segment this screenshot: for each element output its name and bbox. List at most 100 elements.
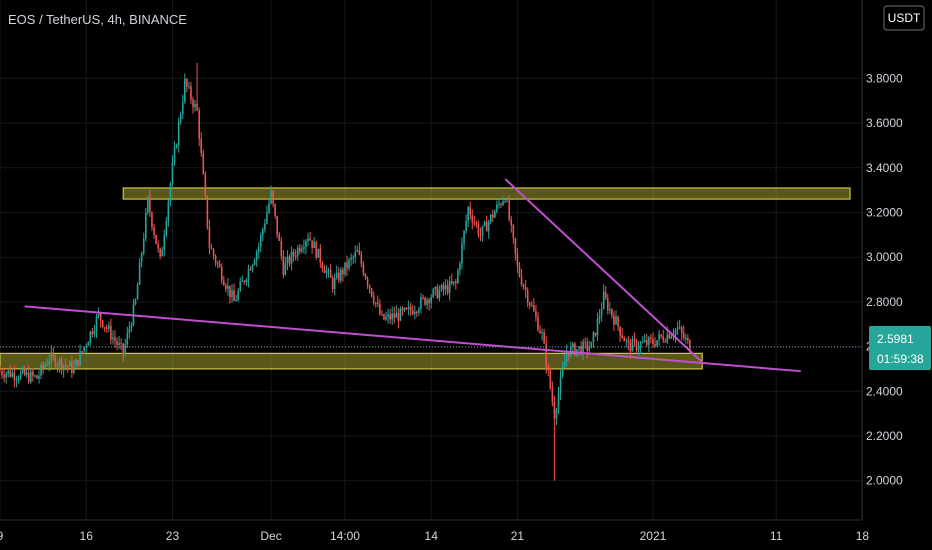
candle-body	[518, 265, 521, 276]
x-tick-label: 9	[0, 529, 4, 543]
candle-body	[335, 272, 338, 278]
candle-body	[190, 86, 192, 100]
candle-body	[543, 332, 545, 344]
y-tick-label: 2.2000	[866, 429, 903, 443]
candle-body	[301, 248, 303, 252]
candle-body	[46, 364, 49, 366]
candle-body	[50, 352, 53, 361]
candle-body	[325, 270, 328, 274]
support-trendline[interactable]	[24, 305, 801, 373]
candle-body	[38, 375, 40, 379]
candle-body	[206, 196, 209, 228]
candle-body	[126, 332, 129, 345]
candle-body	[487, 221, 490, 232]
candle-body	[161, 249, 164, 257]
candle-body	[235, 299, 237, 301]
candle-body	[668, 334, 671, 339]
candle-body	[69, 361, 71, 367]
resistance-zone[interactable]	[122, 187, 851, 200]
candle-body	[85, 345, 88, 347]
candle-body	[563, 361, 566, 368]
candle-body	[200, 139, 203, 154]
candle-body	[259, 235, 262, 247]
price-axis[interactable]: 2.00002.20002.40002.60002.80003.00003.20…	[861, 0, 903, 520]
candle-body	[674, 329, 677, 336]
currency-button[interactable]: USDT	[883, 5, 925, 31]
candle-body	[623, 337, 626, 342]
candle-body	[288, 256, 291, 264]
candle-body	[56, 365, 59, 367]
candle-body	[218, 263, 221, 268]
candle-body	[262, 229, 264, 236]
candle-body	[403, 308, 406, 311]
currency-button-frame[interactable]	[883, 5, 925, 31]
candle-body	[389, 314, 391, 320]
candle-body	[654, 343, 656, 346]
candle-body	[296, 247, 299, 257]
y-tick-label: 3.2000	[866, 206, 903, 220]
time-axis[interactable]: 9 16 23 Dec 14:00 14 21 2021 11 18	[0, 519, 869, 543]
candle-body	[526, 290, 529, 303]
candle-body	[660, 334, 662, 337]
support-zone[interactable]	[0, 352, 703, 370]
candle-body	[290, 251, 293, 264]
candle-body	[424, 297, 426, 305]
candle-body	[592, 332, 595, 342]
candle-body	[239, 281, 242, 291]
currency-button-label[interactable]: USDT	[888, 11, 921, 25]
candle-body	[658, 334, 660, 341]
candle-body	[502, 201, 504, 205]
candle-body	[506, 200, 508, 202]
candle-body	[621, 335, 623, 338]
candle-body	[420, 297, 422, 310]
candle-body	[19, 372, 22, 379]
candle-body	[331, 277, 334, 289]
candle-body	[479, 234, 482, 236]
candle-body	[372, 296, 375, 303]
candle-body	[422, 297, 424, 299]
candle-body	[383, 314, 385, 320]
candle-body	[452, 281, 455, 284]
candle-body	[393, 313, 396, 318]
candle-body	[524, 287, 527, 291]
candle-body	[140, 253, 143, 263]
candle-body	[15, 379, 18, 381]
candle-body	[227, 285, 229, 289]
candle-body	[352, 257, 354, 259]
candle-body	[617, 316, 619, 327]
candle-body	[278, 234, 281, 241]
y-tick-label: 2.8000	[866, 295, 903, 309]
chart-title: EOS / TetherUS, 4h, BINANCE	[8, 12, 187, 27]
candle-body	[528, 302, 531, 306]
candle-body	[298, 247, 301, 252]
candle-body	[379, 304, 381, 315]
candle-body	[494, 211, 496, 218]
candle-body	[81, 351, 83, 353]
candle-body	[319, 248, 322, 264]
candle-body	[220, 267, 223, 281]
candle-body	[510, 219, 513, 225]
candle-body	[434, 287, 437, 290]
candle-body	[5, 373, 7, 378]
candle-body	[436, 287, 439, 299]
candle-body	[508, 200, 511, 220]
resistance-trendline[interactable]	[504, 178, 703, 363]
candle-body	[596, 318, 599, 336]
candles-layer	[0, 62, 691, 481]
candle-body	[522, 284, 525, 288]
candle-body	[101, 320, 104, 328]
candle-body	[413, 312, 416, 315]
candle-body	[450, 281, 453, 284]
candle-body	[181, 101, 184, 115]
y-tick-label: 3.8000	[866, 71, 903, 85]
candle-body	[327, 269, 330, 271]
candle-body	[516, 253, 519, 266]
candle-body	[551, 388, 554, 402]
candle-body	[606, 298, 609, 311]
candle-body	[489, 214, 492, 222]
candle-body	[549, 370, 552, 389]
candle-body	[364, 274, 367, 279]
candle-body	[282, 256, 285, 275]
candle-body	[309, 238, 311, 241]
